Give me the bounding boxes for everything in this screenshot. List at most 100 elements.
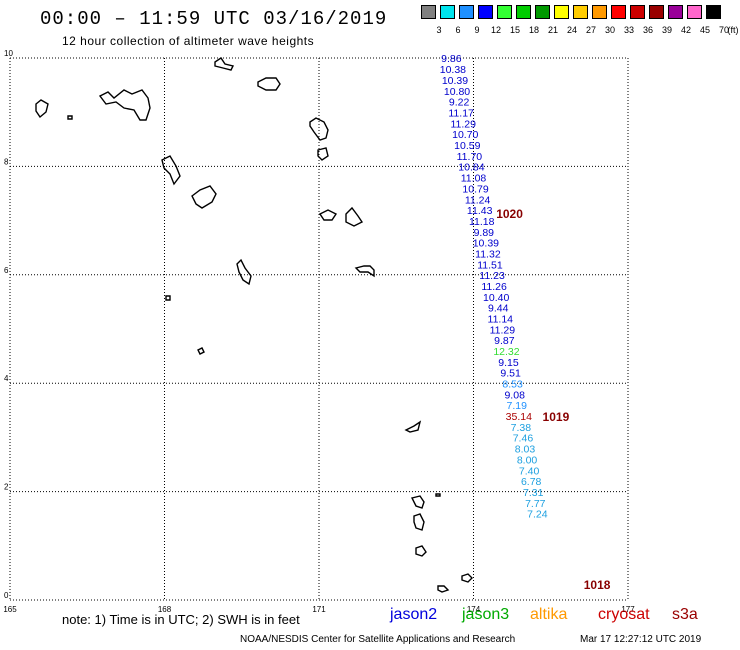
longitude-tick-label: 177 — [621, 605, 635, 614]
latitude-tick-label: 2 — [4, 483, 9, 492]
island — [410, 495, 425, 509]
wave-height-value: 11.17 — [448, 108, 474, 120]
island — [257, 77, 281, 91]
legend-swatch — [535, 5, 550, 19]
wave-height-value: 10.40 — [483, 292, 509, 304]
wave-height-value: 7.38 — [511, 422, 532, 434]
wave-height-value: 10.59 — [454, 140, 480, 152]
legend-swatch — [497, 5, 512, 19]
wave-height-value: 8.53 — [502, 379, 523, 391]
pressure-value: 1019 — [543, 410, 570, 424]
wave-height-value: 9.15 — [498, 357, 519, 369]
pressure-value: 1018 — [584, 578, 611, 592]
legend-swatch — [592, 5, 607, 19]
island — [309, 117, 329, 141]
island — [435, 493, 441, 497]
longitude-tick-label: 174 — [467, 605, 481, 614]
wave-height-value: 12.32 — [493, 346, 519, 358]
note-text: note: 1) Time is in UTC; 2) SWH is in fe… — [62, 612, 300, 627]
legend-swatch — [573, 5, 588, 19]
legend-bin-label: 45 — [699, 25, 710, 35]
source-credit: NOAA/NESDIS Center for Satellite Applica… — [240, 634, 516, 645]
wave-height-value: 7.31 — [523, 487, 544, 499]
generated-timestamp: Mar 17 12:27:12 UTC 2019 — [580, 634, 702, 645]
legend-bin-label: 24 — [566, 25, 577, 35]
wave-height-value: 10.38 — [440, 64, 466, 76]
wave-height-value: 10.70 — [452, 129, 478, 141]
island-outlines — [35, 57, 473, 593]
wave-height-value: 11.18 — [469, 216, 495, 228]
legend-swatch — [668, 5, 683, 19]
legend-bin-label: 39 — [661, 25, 672, 35]
legend-bin-label: 70 — [718, 25, 729, 35]
wave-height-value: 35.14 — [506, 411, 532, 423]
legend-bin-label: 9 — [474, 25, 480, 35]
island — [413, 513, 425, 531]
wave-height-value: 11.29 — [490, 324, 516, 336]
legend-bin-label: 33 — [623, 25, 634, 35]
wave-height-value: 11.51 — [477, 259, 503, 271]
wave-height-value: 10.84 — [458, 162, 484, 174]
latitude-tick-label: 0 — [4, 591, 9, 600]
latitude-tick-label: 10 — [4, 49, 13, 58]
legend-swatch — [478, 5, 493, 19]
wave-height-value: 7.77 — [525, 498, 546, 510]
island — [214, 57, 235, 71]
legend-bin-label: 3 — [436, 25, 442, 35]
wave-height-value: 8.03 — [515, 444, 536, 456]
latitude-tick-label: 4 — [4, 374, 9, 383]
legend-swatch — [649, 5, 664, 19]
island — [197, 347, 205, 355]
island — [354, 265, 375, 278]
legend-swatch — [706, 5, 721, 19]
wave-height-value: 7.19 — [507, 400, 528, 412]
wave-height-value: 11.14 — [488, 313, 514, 325]
wave-height-value: 9.22 — [449, 97, 470, 109]
wave-height-observations: 9.8610.3810.3910.809.2211.1711.2910.7010… — [440, 53, 548, 521]
satellite-name: s3a — [672, 606, 698, 623]
island — [236, 258, 252, 286]
legend-swatch — [611, 5, 626, 19]
island — [67, 115, 73, 120]
legend-bin-label: 21 — [547, 25, 558, 35]
legend-swatch — [687, 5, 702, 19]
island — [165, 295, 171, 301]
legend-bin-label: 6 — [455, 25, 461, 35]
legend-bin-label: 27 — [585, 25, 596, 35]
legend-bin-label: 12 — [490, 25, 501, 35]
island — [437, 585, 450, 593]
wave-height-value: 10.79 — [462, 183, 488, 195]
longitude-tick-label: 168 — [158, 605, 172, 614]
wave-height-value: 6.78 — [521, 476, 542, 488]
legend-unit-label: (ft) — [727, 25, 739, 35]
legend-swatch — [459, 5, 474, 19]
map-title: 00:00 – 11:59 UTC 03/16/2019 — [40, 8, 388, 30]
wave-height-value: 7.24 — [527, 509, 548, 521]
legend-bin-label: 15 — [509, 25, 520, 35]
wave-height-value: 8.00 — [517, 454, 538, 466]
island — [415, 545, 427, 557]
island — [404, 420, 422, 433]
wave-height-value: 11.24 — [465, 194, 491, 206]
wave-height-value: 9.08 — [504, 389, 525, 401]
wave-height-value: 9.51 — [500, 368, 521, 380]
wave-height-value: 7.40 — [519, 465, 540, 477]
wave-height-value: 11.70 — [457, 151, 483, 163]
wave-height-value: 11.29 — [450, 118, 476, 130]
wave-height-value: 10.39 — [442, 75, 468, 87]
legend-bin-label: 36 — [642, 25, 653, 35]
island — [191, 185, 217, 209]
legend-bin-label: 18 — [528, 25, 539, 35]
longitude-tick-label: 165 — [3, 605, 17, 614]
latitude-tick-label: 8 — [4, 157, 9, 166]
wave-height-value: 10.39 — [473, 238, 499, 250]
wave-height-value: 9.87 — [494, 335, 515, 347]
wave-height-value: 9.89 — [474, 227, 495, 239]
wave-height-value: 11.32 — [475, 248, 501, 260]
latitude-tick-label: 6 — [4, 266, 9, 275]
legend-swatch — [630, 5, 645, 19]
island — [317, 147, 329, 161]
island — [318, 209, 338, 221]
legend-swatch — [440, 5, 455, 19]
